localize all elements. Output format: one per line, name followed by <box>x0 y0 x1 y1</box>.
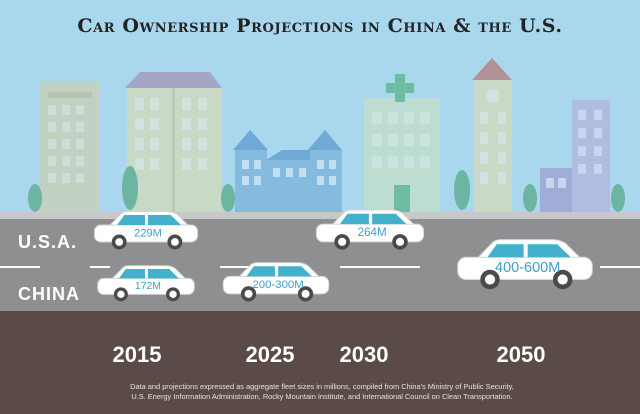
car-marker-combined-2050: 400-600M <box>457 239 593 290</box>
car-window-rear <box>527 244 571 258</box>
car-window-front <box>117 214 145 225</box>
car-window-front <box>118 269 146 279</box>
year-label-2050: 2050 <box>497 342 546 367</box>
car-value-label: 264M <box>358 226 387 239</box>
car-hubcap <box>338 237 347 246</box>
year-label-2025: 2025 <box>246 342 295 367</box>
car-hubcap <box>395 237 405 246</box>
car-value-label: 229M <box>134 227 162 239</box>
footnote-line-1: Data and projections expressed as aggreg… <box>130 382 514 391</box>
car-hubcap <box>117 290 125 299</box>
row-label-china: CHINA <box>18 284 80 304</box>
lane-dash <box>600 266 640 268</box>
car-hubcap <box>244 289 253 298</box>
car-hubcap <box>557 274 568 285</box>
car-window-rear <box>278 266 312 277</box>
lane-dash <box>0 266 40 268</box>
lane-markings <box>0 266 640 268</box>
car-hubcap <box>170 238 179 246</box>
car-hubcap <box>115 238 124 246</box>
year-label-2015: 2015 <box>113 342 162 367</box>
footnote-line-2: U.S. Energy Information Administration, … <box>131 392 512 401</box>
cars-layer: 229M 264M 172M 200-300M 400-600M <box>93 209 593 302</box>
car-value-label: 400-600M <box>495 260 560 276</box>
car-window-front <box>246 266 275 277</box>
car-marker-china-2015: 172M <box>97 265 195 302</box>
building-twin <box>125 72 222 212</box>
car-value-label: 172M <box>135 281 161 292</box>
car-marker-usa-2015: 229M <box>93 210 199 250</box>
building-right <box>540 100 610 212</box>
car-window-rear <box>147 269 179 279</box>
car-marker-usa-2030: 264M <box>315 209 425 250</box>
car-marker-china-2025: 200-300M <box>222 262 330 302</box>
ground-band <box>0 311 640 414</box>
clock-tower <box>472 58 512 212</box>
building-left <box>40 82 100 212</box>
year-label-2030: 2030 <box>340 342 389 367</box>
row-label-usa: U.S.A. <box>18 232 77 252</box>
trees <box>28 166 625 212</box>
chart-title: Car Ownership Projections in China & the… <box>77 15 562 37</box>
car-value-label: 200-300M <box>252 279 303 291</box>
car-window-front <box>339 213 369 225</box>
houses-blue <box>233 130 342 212</box>
car-window-front <box>487 244 524 258</box>
hospital-building <box>364 74 440 212</box>
sidewalk <box>0 212 640 219</box>
car-window-rear <box>372 213 407 225</box>
car-hubcap <box>484 274 496 285</box>
car-window-rear <box>148 214 182 225</box>
lane-dash <box>220 266 250 268</box>
car-hubcap <box>301 289 310 298</box>
car-hubcap <box>169 290 177 299</box>
lane-dash <box>340 266 420 268</box>
lane-dash <box>90 266 110 268</box>
city-skyline <box>28 58 625 212</box>
